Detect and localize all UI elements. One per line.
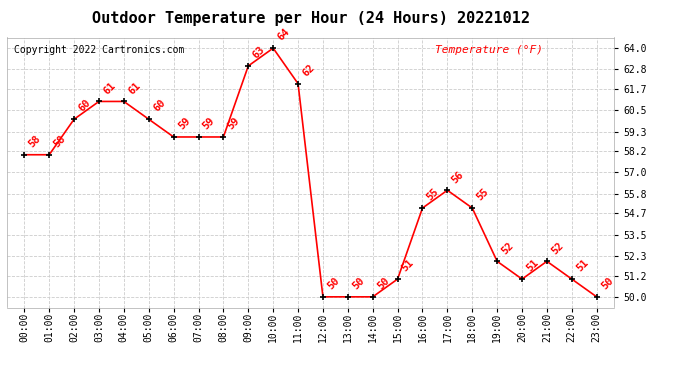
- Text: 52: 52: [500, 240, 515, 256]
- Text: 59: 59: [201, 116, 217, 132]
- Text: 60: 60: [77, 98, 92, 114]
- Text: 61: 61: [101, 80, 117, 96]
- Text: 52: 52: [549, 240, 565, 256]
- Text: Temperature (°F): Temperature (°F): [435, 45, 543, 55]
- Text: 51: 51: [400, 258, 416, 274]
- Text: 58: 58: [52, 134, 68, 149]
- Text: 63: 63: [250, 45, 267, 61]
- Text: 50: 50: [351, 276, 366, 291]
- Text: 56: 56: [450, 169, 466, 185]
- Text: 51: 51: [524, 258, 540, 274]
- Text: 55: 55: [425, 187, 441, 203]
- Text: 60: 60: [151, 98, 167, 114]
- Text: 58: 58: [27, 134, 43, 149]
- Text: 50: 50: [599, 276, 615, 291]
- Text: Outdoor Temperature per Hour (24 Hours) 20221012: Outdoor Temperature per Hour (24 Hours) …: [92, 11, 529, 26]
- Text: 51: 51: [574, 258, 590, 274]
- Text: 55: 55: [475, 187, 491, 203]
- Text: Copyright 2022 Cartronics.com: Copyright 2022 Cartronics.com: [14, 45, 184, 55]
- Text: 61: 61: [126, 80, 142, 96]
- Text: 59: 59: [176, 116, 192, 132]
- Text: 64: 64: [276, 27, 292, 43]
- Text: 50: 50: [326, 276, 342, 291]
- Text: 62: 62: [301, 63, 317, 78]
- Text: 59: 59: [226, 116, 241, 132]
- Text: 50: 50: [375, 276, 391, 291]
